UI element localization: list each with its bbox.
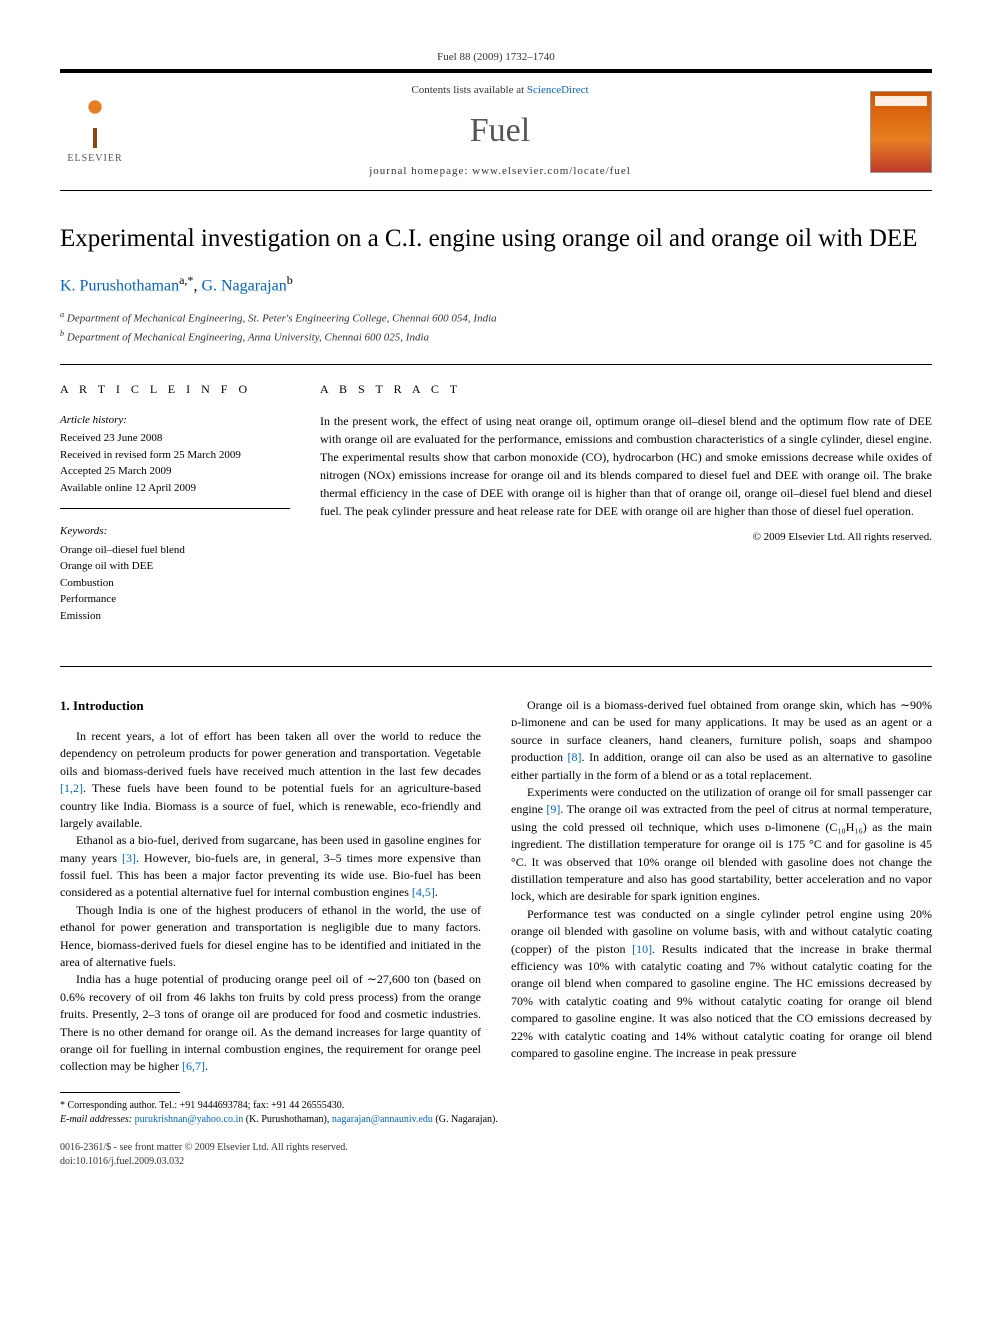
journal-header: ELSEVIER Contents lists available at Sci…: [60, 69, 932, 190]
journal-name: Fuel: [130, 107, 870, 155]
email-addresses-line: E-mail addresses: purukrishnan@yahoo.co.…: [60, 1113, 932, 1127]
corresponding-author-note: * Corresponding author. Tel.: +91 944469…: [60, 1099, 932, 1113]
author-2-sup: b: [287, 273, 293, 287]
p1-text-b: . These fuels have been found to be pote…: [60, 781, 481, 830]
keyword-3: Combustion: [60, 575, 290, 592]
paragraph-5: Orange oil is a biomass-derived fuel obt…: [511, 697, 932, 784]
abstract-text: In the present work, the effect of using…: [320, 412, 932, 520]
p2-text-c: .: [435, 885, 438, 899]
publisher-name: ELSEVIER: [67, 152, 122, 166]
sciencedirect-link[interactable]: ScienceDirect: [527, 84, 589, 96]
journal-cover-thumbnail: [870, 91, 932, 173]
email-link-1[interactable]: purukrishnan@yahoo.co.in: [135, 1114, 244, 1125]
footer-line-1: 0016-2361/$ - see front matter © 2009 El…: [60, 1141, 932, 1155]
ref-link-10[interactable]: [10]: [632, 942, 652, 956]
ref-link-6-7[interactable]: [6,7]: [182, 1059, 205, 1073]
footnote-separator: [60, 1092, 180, 1093]
article-info-block: A R T I C L E I N F O Article history: R…: [60, 381, 290, 650]
history-revised: Received in revised form 25 March 2009: [60, 447, 290, 464]
article-body: 1. Introduction In recent years, a lot o…: [60, 697, 932, 1076]
elsevier-logo: ELSEVIER: [60, 92, 130, 172]
p7-text-b: . Results indicated that the increase in…: [511, 942, 932, 1060]
author-link-2[interactable]: G. Nagarajan: [201, 277, 286, 294]
journal-homepage-line: journal homepage: www.elsevier.com/locat…: [130, 164, 870, 179]
footer-doi: doi:10.1016/j.fuel.2009.03.032: [60, 1155, 932, 1169]
paragraph-3: Though India is one of the highest produ…: [60, 902, 481, 972]
article-history-label: Article history:: [60, 412, 290, 429]
history-received: Received 23 June 2008: [60, 430, 290, 447]
p4-text-b: .: [205, 1059, 208, 1073]
keyword-2: Orange oil with DEE: [60, 558, 290, 575]
email2-who: (G. Nagarajan).: [433, 1114, 498, 1125]
section-1-heading: 1. Introduction: [60, 697, 481, 716]
keywords-label: Keywords:: [60, 523, 290, 540]
email1-who: (K. Purushothaman),: [243, 1114, 332, 1125]
history-accepted: Accepted 25 March 2009: [60, 463, 290, 480]
p6-text-b: . The orange oil was extracted from the …: [511, 802, 932, 903]
article-info-heading: A R T I C L E I N F O: [60, 381, 290, 398]
abstract-heading: A B S T R A C T: [320, 381, 932, 398]
ref-link-8[interactable]: [8]: [568, 750, 582, 764]
homepage-url: www.elsevier.com/locate/fuel: [472, 165, 631, 177]
abstract-copyright: © 2009 Elsevier Ltd. All rights reserved…: [320, 530, 932, 545]
keyword-1: Orange oil–diesel fuel blend: [60, 542, 290, 559]
affiliation-a-text: Department of Mechanical Engineering, St…: [67, 313, 497, 325]
affiliation-a: a Department of Mechanical Engineering, …: [60, 309, 932, 327]
paragraph-1: In recent years, a lot of effort has bee…: [60, 728, 481, 832]
affiliation-b: b Department of Mechanical Engineering, …: [60, 328, 932, 346]
ref-link-1-2[interactable]: [1,2]: [60, 781, 83, 795]
paragraph-7: Performance test was conducted on a sing…: [511, 906, 932, 1063]
contents-prefix: Contents lists available at: [411, 84, 526, 96]
affiliations: a Department of Mechanical Engineering, …: [60, 309, 932, 345]
article-title: Experimental investigation on a C.I. eng…: [60, 221, 932, 256]
keyword-4: Performance: [60, 591, 290, 608]
citation-line: Fuel 88 (2009) 1732–1740: [60, 50, 932, 65]
history-online: Available online 12 April 2009: [60, 480, 290, 497]
homepage-label: journal homepage:: [369, 165, 472, 177]
email-link-2[interactable]: nagarajan@annauniv.edu: [332, 1114, 433, 1125]
abstract-block: A B S T R A C T In the present work, the…: [320, 381, 932, 650]
p4-text-a: India has a huge potential of producing …: [60, 972, 481, 1073]
ref-link-9[interactable]: [9]: [546, 802, 560, 816]
ref-link-3[interactable]: [3]: [122, 851, 136, 865]
authors-line: K. Purushothamana,*, G. Nagarajanb: [60, 272, 932, 298]
paragraph-6: Experiments were conducted on the utiliz…: [511, 784, 932, 906]
keyword-5: Emission: [60, 608, 290, 625]
ref-link-4-5[interactable]: [4,5]: [412, 885, 435, 899]
paragraph-2: Ethanol as a bio-fuel, derived from suga…: [60, 832, 481, 902]
author-1-sup: a,*: [179, 273, 193, 287]
p1-text-a: In recent years, a lot of effort has bee…: [60, 729, 481, 778]
footnotes: * Corresponding author. Tel.: +91 944469…: [60, 1099, 932, 1127]
email-label: E-mail addresses:: [60, 1114, 132, 1125]
author-link-1[interactable]: K. Purushothaman: [60, 277, 179, 294]
contents-available-line: Contents lists available at ScienceDirec…: [130, 83, 870, 98]
affiliation-b-text: Department of Mechanical Engineering, An…: [67, 331, 429, 343]
page-footer: 0016-2361/$ - see front matter © 2009 El…: [60, 1141, 932, 1169]
elsevier-tree-icon: [70, 98, 120, 148]
paragraph-4: India has a huge potential of producing …: [60, 971, 481, 1075]
